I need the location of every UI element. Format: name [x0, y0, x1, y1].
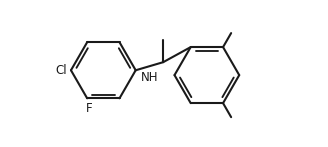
Text: F: F — [86, 102, 92, 115]
Text: Cl: Cl — [55, 64, 67, 77]
Text: NH: NH — [141, 71, 158, 84]
